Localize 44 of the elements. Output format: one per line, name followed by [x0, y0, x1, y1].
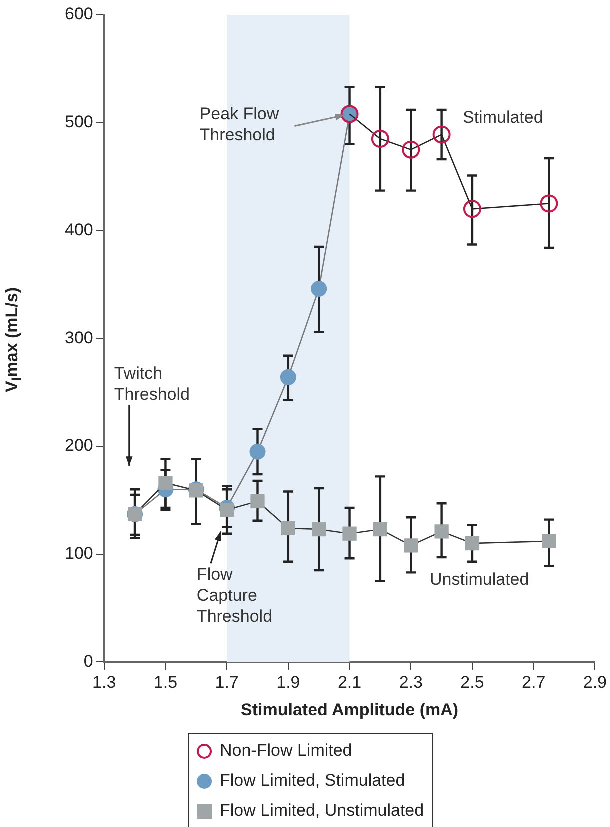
legend-label: Flow Limited, Stimulated [219, 770, 406, 792]
x-tick-label: 2.5 [460, 673, 484, 692]
y-tick-label: 400 [64, 220, 94, 240]
point [158, 476, 173, 490]
point [371, 130, 390, 148]
point [311, 280, 328, 297]
annotation: Stimulated [463, 108, 544, 128]
legend-label: Non-Flow Limited [219, 740, 354, 762]
point [250, 444, 266, 460]
point [281, 521, 296, 536]
x-tick-label: 2.9 [583, 673, 608, 692]
x-tick-label: 2.7 [522, 673, 546, 692]
point [463, 200, 482, 218]
x-tick-label: 1.7 [215, 673, 239, 692]
annotation: Twitch Threshold [114, 364, 190, 404]
point [312, 522, 326, 537]
point [342, 526, 357, 541]
annotation: Unstimulated [430, 570, 530, 590]
y-tick-label: 200 [64, 436, 94, 456]
x-tick-label: 1.9 [276, 673, 300, 692]
point [432, 126, 451, 144]
point [402, 140, 420, 159]
point [373, 522, 388, 537]
x-tick-label: 2.3 [399, 673, 423, 692]
point [540, 194, 558, 213]
x-tick-label: 2.1 [338, 673, 362, 692]
y-tick-label: 300 [64, 328, 94, 348]
legend-label: Flow Limited, Unstimulated [219, 800, 424, 822]
annotation: Peak Flow Threshold [200, 104, 280, 144]
point [404, 538, 418, 553]
y-tick-label: 100 [64, 544, 94, 564]
point [220, 503, 234, 518]
point [542, 534, 556, 548]
point [434, 524, 449, 539]
point [465, 536, 480, 551]
annotation: Flow Capture Threshold [196, 564, 273, 626]
x-tick-label: 1.3 [92, 673, 116, 692]
y-tick-label: 600 [64, 4, 94, 24]
point [250, 494, 265, 509]
y-tick-label: 500 [64, 112, 94, 132]
y-tick-label: 0 [84, 652, 94, 671]
x-axis-title: Stimulated Amplitude (mA) [241, 700, 459, 720]
x-tick-label: 1.5 [154, 673, 178, 692]
point [280, 369, 296, 386]
